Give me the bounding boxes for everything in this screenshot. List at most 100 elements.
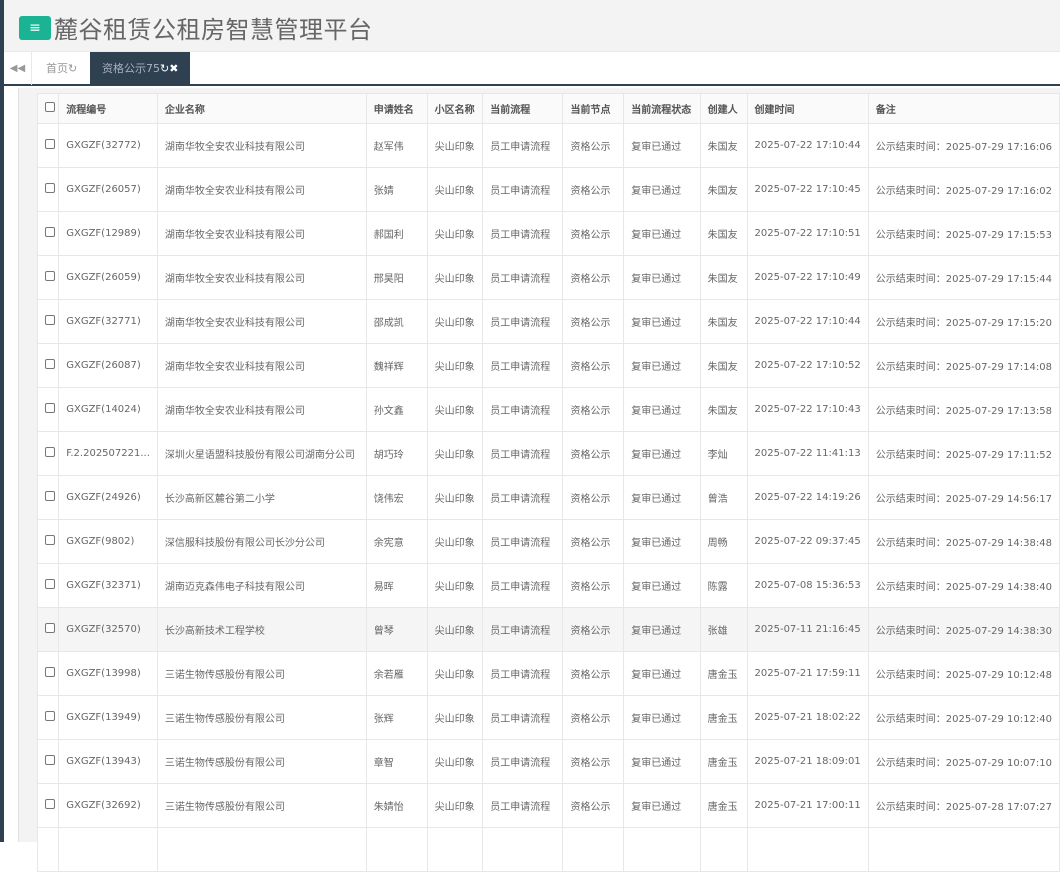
table-row[interactable]: GXGZF(32570) 长沙高新技术工程学校 曾琴 尖山印象 员工申请流程 资格公示 复审… (36, 607, 1060, 652)
row-checkbox[interactable] (45, 623, 55, 633)
refresh-icon[interactable]: ↻ (68, 62, 78, 75)
table-cell: 2025-07-22 17:10:43 (746, 387, 869, 432)
table-cell: GXGZF(13949) (58, 695, 158, 740)
table-cell: 尖山印象 (426, 783, 484, 828)
row-checkbox[interactable] (45, 183, 55, 193)
table-cell: 朱国友 (699, 299, 748, 344)
table-cell: GXGZF(32771) (58, 299, 158, 344)
row-checkbox[interactable] (45, 271, 55, 281)
refresh-icon[interactable]: ↻ (160, 62, 170, 75)
table-row[interactable]: GXGZF(26087) 湖南华牧全安农业科技有限公司 魏祥辉 尖山印象 员工申请流程资… (36, 343, 1060, 388)
tab-bar: ◀◀ 首页↻ 资格公示75↻✖ (4, 52, 1060, 86)
tab-home[interactable]: 首页↻ (34, 52, 89, 85)
table-cell: 2025-07-22 17:10:49 (746, 255, 869, 300)
table-cell: 三诺生物传感股份有限公司 (156, 651, 367, 696)
table-cell: 湖南迈克森伟电子科技有限公司 (156, 563, 367, 608)
table-cell: 资格公示 (562, 783, 625, 828)
table-cell: 员工申请流程 (482, 739, 564, 784)
table-cell (867, 827, 1060, 872)
table-cell: F.2.202507221... (58, 431, 158, 476)
table-row[interactable]: F.2.202507221... 深圳火星语盟科技股份有限公司湖南分公司 胡巧玲 尖山… (36, 431, 1060, 476)
select-all-checkbox[interactable] (45, 102, 55, 112)
menu-toggle-button[interactable]: ≡ (19, 16, 51, 40)
table-cell: 复审已通过 (623, 123, 701, 168)
table-cell: 公示结束时间：2025-07-29 14:56:17 (867, 475, 1060, 520)
table-row[interactable]: GXGZF(32771) 湖南华牧全安农业科技有限公司 邵成凯 尖山印象 员工申请流程资… (36, 299, 1060, 344)
table-cell (426, 827, 484, 872)
tab-qualification-publicity[interactable]: 资格公示75↻✖ (90, 52, 191, 85)
row-checkbox[interactable] (45, 491, 55, 501)
app-title: 麓谷租赁公租房智慧管理平台 (54, 16, 373, 44)
row-checkbox[interactable] (45, 227, 55, 237)
table-cell: 三诺生物传感股份有限公司 (156, 695, 367, 740)
table-row[interactable]: GXGZF(26057) 湖南华牧全安农业科技有限公司 张婧 尖山印象 员工申请流程 资格… (36, 167, 1060, 212)
row-checkbox[interactable] (45, 403, 55, 413)
table-row[interactable]: GXGZF(13949) 三诺生物传感股份有限公司 张辉 尖山印象 员工申请流程 资格公示… (36, 695, 1060, 740)
table-cell: 资格公示 (562, 519, 625, 564)
table-cell: 孙文鑫 (365, 387, 428, 432)
table-cell: 公示结束时间：2025-07-29 17:15:53 (867, 211, 1060, 256)
table-cell: 复审已通过 (623, 431, 701, 476)
table-cell: 资格公示 (562, 255, 625, 300)
row-checkbox[interactable] (45, 139, 55, 149)
column-header[interactable]: 备注 (867, 93, 1060, 124)
table-cell: 公示结束时间：2025-07-29 17:11:52 (867, 431, 1060, 476)
column-header[interactable]: 当前流程 (482, 93, 564, 124)
table-cell: 余若雁 (365, 651, 428, 696)
table-cell: 湖南华牧全安农业科技有限公司 (156, 299, 367, 344)
row-checkbox[interactable] (45, 359, 55, 369)
column-header[interactable]: 申请姓名 (365, 93, 428, 124)
table-row[interactable]: GXGZF(13998) 三诺生物传感股份有限公司 余若雁 尖山印象 员工申请流程 资格公… (36, 651, 1060, 696)
table-cell: 员工申请流程 (482, 695, 564, 740)
row-checkbox[interactable] (45, 579, 55, 589)
row-checkbox[interactable] (45, 667, 55, 677)
table-cell: 2025-07-22 17:10:52 (746, 343, 869, 388)
table-cell: 复审已通过 (623, 343, 701, 388)
table-cell: 余宪意 (365, 519, 428, 564)
row-checkbox[interactable] (45, 755, 55, 765)
table-cell: 公示结束时间：2025-07-29 17:15:20 (867, 299, 1060, 344)
table-cell: 陈露 (699, 563, 748, 608)
column-header[interactable]: 企业名称 (156, 93, 367, 124)
table-row[interactable]: GXGZF(32371) 湖南迈克森伟电子科技有限公司 易晖 尖山印象 员工申请流程 资格… (36, 563, 1060, 608)
hamburger-icon: ≡ (29, 20, 41, 36)
table-row[interactable]: GXGZF(9802) 深信服科技股份有限公司长沙分公司 余宪意 尖山印象 员工申请流程… (36, 519, 1060, 564)
table-cell: 朱国友 (699, 387, 748, 432)
table-row[interactable]: GXGZF(32772) 湖南华牧全安农业科技有限公司 赵军伟 尖山印象 员工申请流程资… (36, 123, 1060, 168)
table-row[interactable]: GXGZF(14024) 湖南华牧全安农业科技有限公司 孙文鑫 尖山印象 员工申请流程资… (36, 387, 1060, 432)
column-header[interactable]: 当前节点 (562, 93, 625, 124)
row-checkbox[interactable] (45, 535, 55, 545)
column-header[interactable]: 创建人 (699, 93, 748, 124)
table-cell: 尖山印象 (426, 519, 484, 564)
table-cell: 公示结束时间：2025-07-29 10:12:40 (867, 695, 1060, 740)
table-cell: 朱国友 (699, 211, 748, 256)
table-cell: 易晖 (365, 563, 428, 608)
table-cell: 2025-07-22 17:10:44 (746, 299, 869, 344)
table-cell: 2025-07-21 18:02:22 (746, 695, 869, 740)
table-row[interactable]: GXGZF(26059) 湖南华牧全安农业科技有限公司 邢昊阳 尖山印象 员工申请流程资… (36, 255, 1060, 300)
column-header[interactable]: 当前流程状态 (623, 93, 701, 124)
close-icon[interactable]: ✖ (169, 62, 179, 75)
table-cell: 张辉 (365, 695, 428, 740)
tab-scroll-left-button[interactable]: ◀◀ (4, 52, 32, 85)
table-row[interactable]: GXGZF(13943) 三诺生物传感股份有限公司 章智 尖山印象 员工申请流程 资格公示… (36, 739, 1060, 784)
table-cell: 尖山印象 (426, 255, 484, 300)
row-checkbox[interactable] (45, 447, 55, 457)
table-cell: 李灿 (699, 431, 748, 476)
column-header[interactable]: 流程编号 (58, 93, 158, 124)
table-row[interactable]: GXGZF(24926) 长沙高新区麓谷第二小学 饶伟宏 尖山印象 员工申请流程 资格公示… (36, 475, 1060, 520)
table-cell: 复审已通过 (623, 695, 701, 740)
table-row[interactable]: GXGZF(32692) 三诺生物传感股份有限公司 朱婧怡 尖山印象 员工申请流程 资格公… (36, 783, 1060, 828)
sidebar-edge (0, 0, 4, 842)
table-row[interactable]: GXGZF(12989) 湖南华牧全安农业科技有限公司 郝国利 尖山印象 员工申请流程资… (36, 211, 1060, 256)
column-header[interactable]: 小区名称 (426, 93, 484, 124)
row-checkbox[interactable] (45, 799, 55, 809)
table-cell: 复审已通过 (623, 475, 701, 520)
column-header[interactable]: 创建时间 (746, 93, 869, 124)
row-checkbox[interactable] (45, 711, 55, 721)
table-cell: 2025-07-21 18:09:01 (746, 739, 869, 784)
table-cell: GXGZF(13943) (58, 739, 158, 784)
row-checkbox[interactable] (45, 315, 55, 325)
table-cell (482, 827, 564, 872)
table-cell: 员工申请流程 (482, 167, 564, 212)
